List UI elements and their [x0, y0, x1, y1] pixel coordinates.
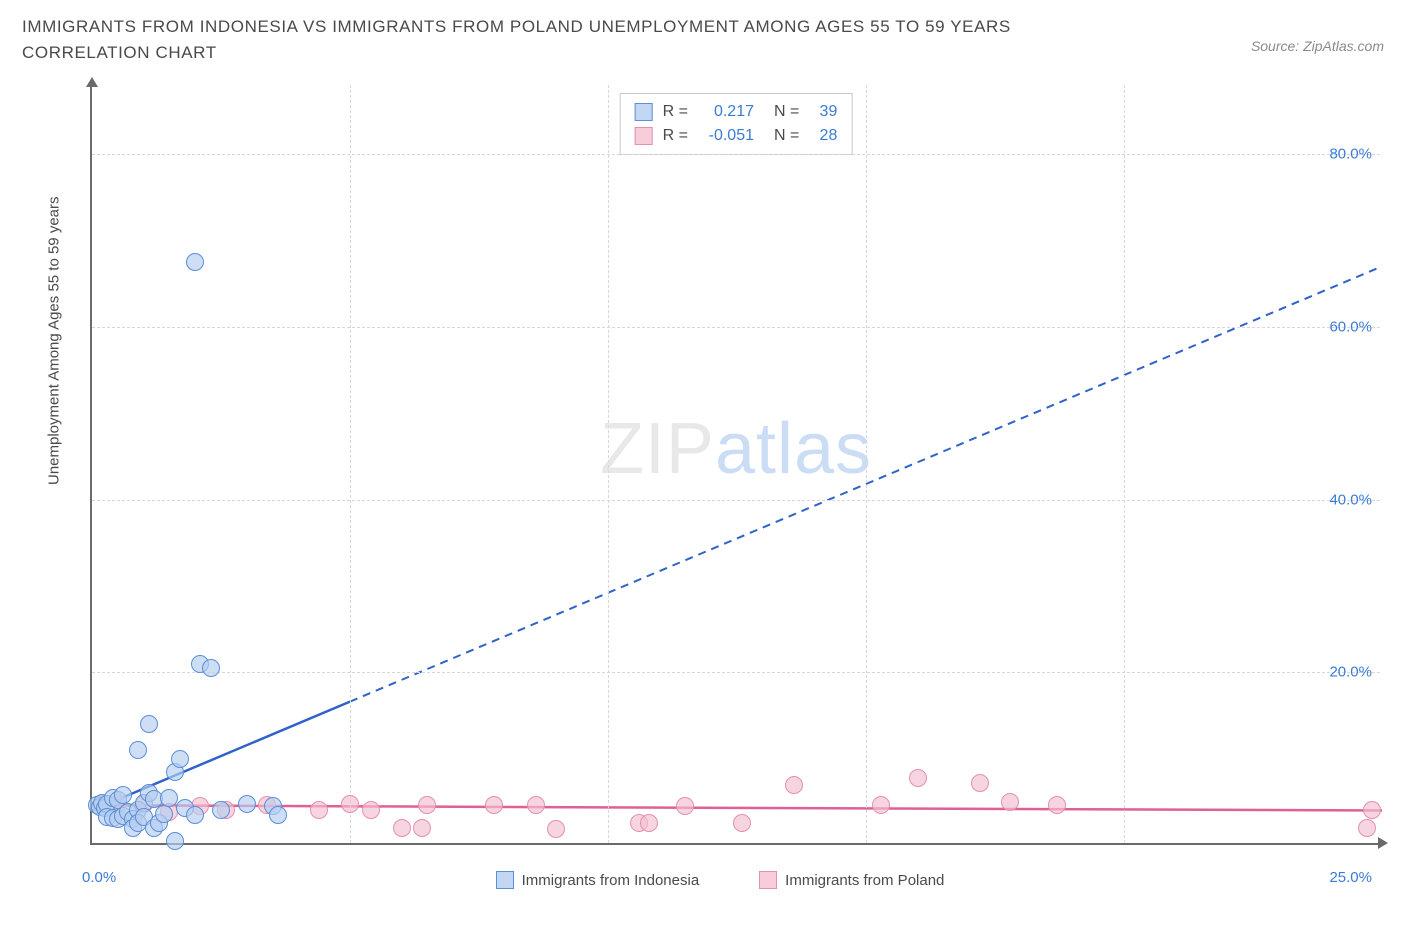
scatter-point-poland [1048, 796, 1066, 814]
scatter-point-poland [676, 797, 694, 815]
scatter-point-poland [413, 819, 431, 837]
scatter-point-poland [1001, 793, 1019, 811]
stat-r-value: -0.051 [698, 124, 754, 148]
scatter-point-poland [872, 796, 890, 814]
stat-r-value: 0.217 [698, 100, 754, 124]
gridline-v [866, 85, 867, 843]
scatter-point-poland [1363, 801, 1381, 819]
scatter-point-poland [1358, 819, 1376, 837]
stat-n-label: N = [774, 124, 799, 148]
y-tick-label: 20.0% [1329, 664, 1372, 681]
scatter-point-indonesia [238, 795, 256, 813]
legend-label: Immigrants from Poland [785, 872, 944, 889]
scatter-point-poland [393, 819, 411, 837]
scatter-point-indonesia [186, 253, 204, 271]
stat-n-value: 39 [809, 100, 837, 124]
scatter-point-indonesia [212, 801, 230, 819]
stats-legend: R = 0.217 N = 39 R = -0.051 N = 28 [620, 93, 853, 155]
stat-r-label: R = [663, 124, 688, 148]
scatter-point-indonesia [140, 715, 158, 733]
y-tick-label: 80.0% [1329, 146, 1372, 163]
scatter-point-poland [733, 814, 751, 832]
y-tick-label: 60.0% [1329, 318, 1372, 335]
chart-title: IMMIGRANTS FROM INDONESIA VS IMMIGRANTS … [22, 14, 1122, 65]
scatter-point-indonesia [155, 805, 173, 823]
legend-swatch [635, 103, 653, 121]
gridline-v [1124, 85, 1125, 843]
gridline-h [92, 500, 1380, 501]
scatter-point-poland [909, 769, 927, 787]
scatter-point-poland [341, 795, 359, 813]
gridline-v [608, 85, 609, 843]
scatter-point-indonesia [202, 659, 220, 677]
scatter-point-indonesia [171, 750, 189, 768]
chart-area: Unemployment Among Ages 55 to 59 years Z… [60, 85, 1380, 885]
legend-item: Immigrants from Poland [759, 871, 944, 889]
bottom-legend: Immigrants from Indonesia Immigrants from… [60, 871, 1380, 889]
scatter-point-poland [785, 776, 803, 794]
scatter-point-indonesia [114, 786, 132, 804]
scatter-point-indonesia [269, 806, 287, 824]
legend-swatch [496, 871, 514, 889]
y-axis-label: Unemployment Among Ages 55 to 59 years [46, 196, 63, 485]
stat-n-label: N = [774, 100, 799, 124]
scatter-point-poland [971, 774, 989, 792]
scatter-point-poland [362, 801, 380, 819]
scatter-point-poland [527, 796, 545, 814]
gridline-h [92, 327, 1380, 328]
gridline-h [92, 672, 1380, 673]
scatter-point-indonesia [129, 741, 147, 759]
gridline-h [92, 154, 1380, 155]
stats-legend-row: R = -0.051 N = 28 [635, 124, 838, 148]
y-tick-label: 40.0% [1329, 491, 1372, 508]
plot-svg [92, 85, 1382, 845]
scatter-point-poland [547, 820, 565, 838]
legend-swatch [759, 871, 777, 889]
stat-r-label: R = [663, 100, 688, 124]
source-attribution: Source: ZipAtlas.com [1251, 38, 1384, 54]
legend-item: Immigrants from Indonesia [496, 871, 700, 889]
scatter-point-indonesia [166, 832, 184, 850]
gridline-v [350, 85, 351, 843]
plot-region: ZIPatlas R =0.217N =39R =-0.051N =28 20.… [90, 85, 1380, 845]
scatter-point-poland [640, 814, 658, 832]
scatter-point-indonesia [186, 806, 204, 824]
stat-n-value: 28 [809, 124, 837, 148]
scatter-point-poland [418, 796, 436, 814]
scatter-point-poland [310, 801, 328, 819]
legend-swatch [635, 127, 653, 145]
scatter-point-poland [485, 796, 503, 814]
stats-legend-row: R = 0.217 N = 39 [635, 100, 838, 124]
legend-label: Immigrants from Indonesia [522, 872, 700, 889]
